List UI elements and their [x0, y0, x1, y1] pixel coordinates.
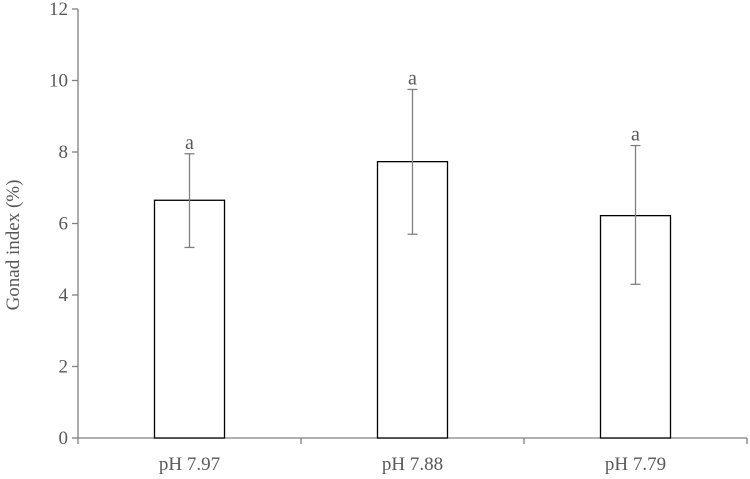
error-bars	[184, 88, 641, 285]
y-tick-label: 10	[49, 71, 68, 92]
x-category-label: pH 7.97	[159, 454, 220, 475]
x-category-label: pH 7.88	[382, 454, 443, 475]
y-tick-label: 4	[59, 285, 69, 306]
significance-label: a	[631, 124, 640, 146]
y-tick-label: 8	[59, 142, 69, 163]
significance-label: a	[185, 132, 194, 154]
y-tick-label: 6	[59, 214, 69, 235]
y-tick-label: 0	[59, 428, 69, 449]
significance-labels: a a a	[185, 67, 640, 153]
significance-label: a	[408, 67, 417, 89]
x-axis: pH 7.97 pH 7.88 pH 7.79	[77, 437, 748, 475]
y-tick-label: 2	[59, 357, 69, 378]
y-tick-label: 12	[49, 0, 68, 20]
y-axis: 0 2 4 6 8 10 12	[49, 0, 79, 449]
x-category-label: pH 7.79	[605, 454, 666, 475]
y-axis-title: Gonad index (%)	[3, 180, 24, 311]
